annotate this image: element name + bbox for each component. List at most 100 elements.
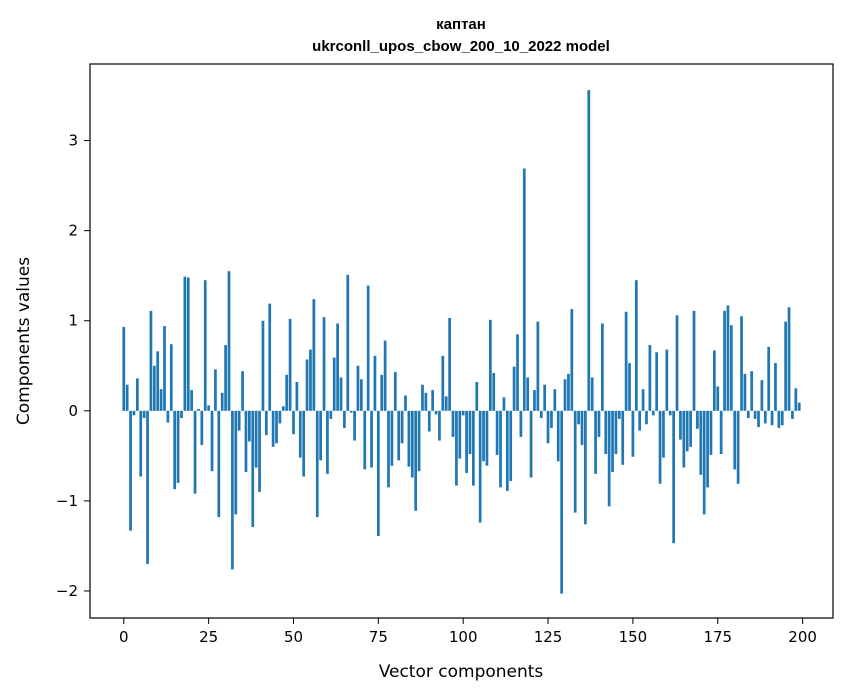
bar-19	[186, 277, 190, 411]
y-tick-label: −1	[56, 492, 78, 510]
bar-70	[360, 379, 363, 411]
y-tick-label: 1	[68, 312, 78, 330]
bar-143	[607, 410, 611, 507]
bar-49	[288, 318, 292, 411]
bar-110	[495, 410, 499, 455]
bar-166	[685, 410, 689, 452]
bar-162	[672, 410, 675, 544]
bar-173	[709, 410, 713, 455]
bar-132	[570, 309, 574, 411]
bar-161	[668, 410, 672, 416]
bar-45	[275, 410, 278, 444]
bar-189	[763, 410, 767, 424]
bar-191	[770, 410, 774, 426]
x-tick-label: 50	[284, 628, 303, 646]
bar-57	[315, 410, 319, 518]
bar-180	[733, 410, 737, 470]
bar-83	[404, 395, 407, 411]
bar-7	[146, 410, 149, 564]
bar-74	[373, 355, 377, 411]
bar-177	[723, 310, 726, 411]
y-tick-label: 0	[68, 402, 78, 420]
bar-198	[794, 388, 798, 411]
bar-170	[699, 410, 703, 475]
bar-86	[414, 410, 418, 511]
bar-151	[634, 280, 638, 411]
bar-0	[122, 327, 126, 411]
bar-95	[444, 396, 448, 411]
bar-88	[421, 384, 424, 411]
x-tick-label: 75	[369, 628, 388, 646]
bar-196	[787, 307, 791, 411]
bar-92	[434, 410, 438, 415]
bar-8	[149, 310, 153, 411]
bar-168	[692, 310, 696, 411]
bar-101	[465, 410, 468, 473]
bar-140	[597, 410, 601, 437]
bar-121	[533, 390, 536, 411]
bar-97	[451, 410, 455, 437]
bar-113	[505, 410, 509, 491]
y-tick-label: 2	[68, 222, 78, 240]
x-axis-ticks: 0 25 50 75 100 125 150 175 200	[119, 618, 817, 646]
bar-109	[492, 372, 496, 411]
bar-144	[611, 410, 614, 473]
bar-116	[516, 334, 519, 411]
x-tick-label: 0	[119, 628, 129, 646]
bar-52	[298, 410, 302, 458]
bar-80	[393, 372, 397, 411]
bar-6	[142, 410, 146, 419]
bar-182	[740, 316, 743, 411]
bar-119	[526, 377, 530, 411]
bar-38	[251, 410, 255, 528]
bar-184	[746, 410, 750, 419]
bar-125	[546, 410, 550, 444]
bar-54	[305, 359, 309, 411]
x-tick-label: 125	[534, 628, 563, 646]
bar-112	[502, 397, 506, 411]
bar-61	[329, 410, 333, 419]
x-tick-label: 25	[199, 628, 218, 646]
bar-197	[791, 410, 794, 419]
bar-48	[285, 374, 289, 411]
bar-15	[173, 410, 177, 490]
bar-26	[210, 410, 214, 472]
bar-40	[258, 410, 261, 492]
chart-title: каптан	[436, 16, 486, 33]
bar-31	[227, 271, 231, 411]
bar-137	[587, 90, 591, 411]
bar-21	[193, 410, 197, 494]
bar-77	[383, 340, 387, 411]
bar-172	[706, 410, 709, 488]
x-tick-label: 100	[449, 628, 478, 646]
bar-71	[363, 410, 367, 470]
bar-67	[349, 410, 353, 413]
bar-36	[244, 410, 248, 473]
bar-111	[499, 410, 502, 488]
bar-120	[529, 410, 533, 478]
bar-41	[261, 320, 265, 411]
bar-100	[461, 410, 465, 416]
bar-174	[713, 350, 716, 411]
bar-9	[152, 365, 156, 411]
bar-35	[241, 371, 244, 411]
bar-4	[135, 378, 139, 411]
bar-106	[482, 410, 485, 462]
bar-72	[366, 285, 370, 411]
y-tick-label: −2	[56, 582, 78, 600]
bar-84	[407, 410, 411, 467]
bar-78	[387, 410, 390, 488]
bar-3	[132, 410, 136, 416]
bar-42	[264, 410, 268, 436]
bar-13	[166, 410, 170, 423]
bar-10	[156, 351, 160, 411]
bar-149	[628, 363, 631, 411]
bar-5	[139, 410, 143, 477]
bar-89	[424, 392, 428, 411]
bar-147	[621, 410, 625, 465]
bar-18	[183, 276, 187, 411]
bar-102	[468, 410, 472, 455]
bar-150	[631, 410, 635, 457]
bar-167	[689, 410, 692, 447]
bar-145	[614, 410, 618, 455]
